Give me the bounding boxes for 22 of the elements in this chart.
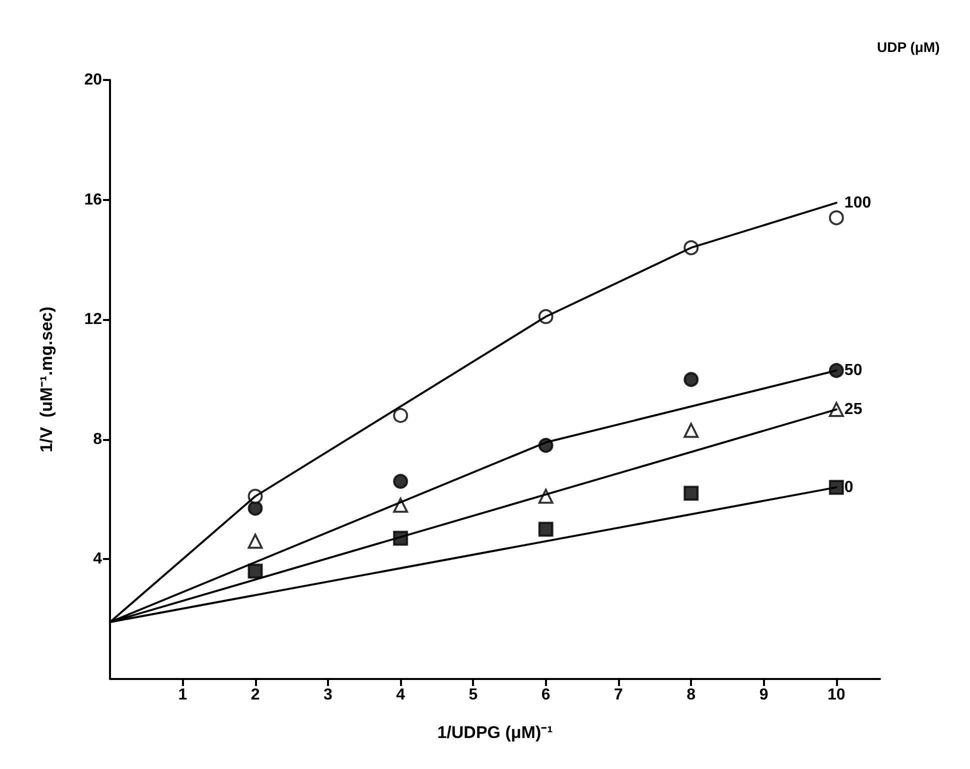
x-tick-label: 8 (686, 686, 696, 704)
x-tick-label: 7 (614, 686, 624, 704)
x-tick-label: 2 (250, 686, 260, 704)
y-tick-label: 16 (84, 191, 102, 208)
x-tick-label: 5 (468, 686, 478, 704)
y-tick-label: 12 (84, 311, 102, 328)
y-tick-label: 8 (93, 430, 102, 448)
series-label: 50 (844, 362, 862, 380)
series-label: 0 (844, 478, 854, 496)
y-tick-label: 4 (93, 550, 102, 568)
legend-title: UDP (μM) (877, 39, 940, 55)
x-tick-label: 3 (323, 686, 332, 704)
series-label: 25 (844, 400, 862, 418)
x-axis-title: 1/UDPG (μM)⁻¹ (437, 723, 554, 742)
x-tick-label: 1 (178, 686, 188, 704)
series-label: 100 (844, 194, 872, 212)
y-axis-title: 1/V (uM⁻¹.mg.sec) (37, 306, 56, 452)
y-tick-label: 20 (84, 72, 102, 88)
x-tick-label: 9 (759, 686, 768, 704)
x-tick-label: 10 (828, 686, 846, 704)
x-tick-label: 4 (396, 686, 406, 704)
x-tick-label: 6 (541, 686, 550, 704)
